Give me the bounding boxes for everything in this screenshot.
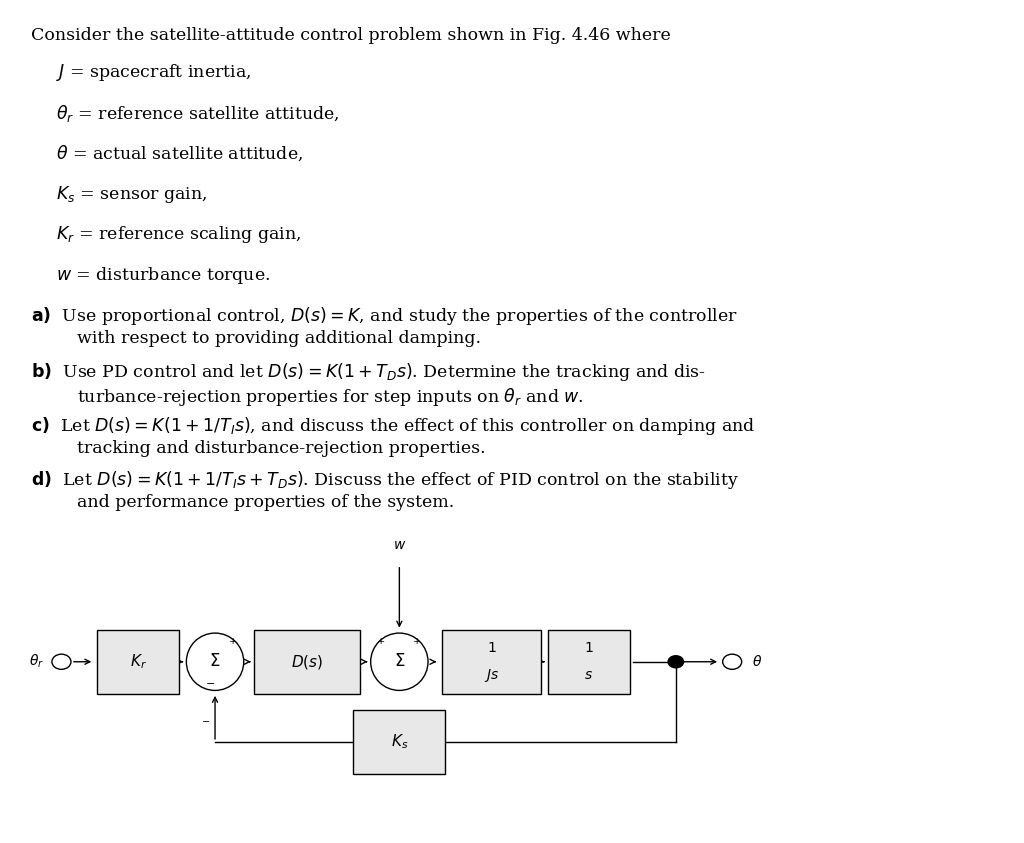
Text: $J$ = spacecraft inertia,: $J$ = spacecraft inertia,	[56, 62, 252, 83]
Bar	[353, 710, 445, 774]
Text: $\mathbf{b)}$  Use PD control and let $D(s) = K(1 + T_D s)$. Determine the track: $\mathbf{b)}$ Use PD control and let $D(…	[31, 361, 706, 383]
Ellipse shape	[668, 655, 684, 668]
Text: $K_s$ = sensor gain,: $K_s$ = sensor gain,	[56, 184, 208, 205]
Text: +: +	[377, 636, 385, 646]
Text: with respect to providing additional damping.: with respect to providing additional dam…	[77, 330, 481, 347]
Text: $D(s)$: $D(s)$	[291, 652, 324, 671]
Text: $\theta$: $\theta$	[753, 654, 763, 669]
Text: $\mathbf{c)}$  Let $D(s) = K(1 + 1/T_I s)$, and discuss the effect of this contr: $\mathbf{c)}$ Let $D(s) = K(1 + 1/T_I s)…	[31, 415, 755, 437]
Bar	[442, 630, 541, 694]
Text: −: −	[202, 717, 210, 727]
Text: $s$: $s$	[585, 668, 593, 682]
Text: +: +	[228, 636, 237, 646]
Text: $\Sigma$: $\Sigma$	[209, 653, 221, 670]
Text: $K_s$: $K_s$	[391, 733, 408, 751]
Ellipse shape	[186, 633, 244, 690]
Ellipse shape	[371, 633, 428, 690]
Ellipse shape	[723, 654, 741, 669]
Text: $w$: $w$	[392, 538, 407, 552]
Ellipse shape	[52, 654, 71, 669]
Bar	[97, 630, 179, 694]
Text: $\Sigma$: $\Sigma$	[393, 653, 406, 670]
Text: $\mathbf{d)}$  Let $D(s) = K(1 + 1/T_I s + T_D s)$. Discuss the effect of PID co: $\mathbf{d)}$ Let $D(s) = K(1 + 1/T_I s …	[31, 469, 738, 491]
Text: $\theta_r$: $\theta_r$	[29, 653, 44, 670]
Text: and performance properties of the system.: and performance properties of the system…	[77, 494, 454, 511]
Text: $\theta_r$ = reference satellite attitude,: $\theta_r$ = reference satellite attitud…	[56, 103, 340, 124]
Text: $Js$: $Js$	[484, 667, 499, 684]
Text: $K_r$: $K_r$	[130, 652, 146, 671]
Text: Consider the satellite-attitude control problem shown in Fig. 4.46 where: Consider the satellite-attitude control …	[31, 27, 671, 44]
Bar	[548, 630, 630, 694]
Text: +: +	[413, 636, 421, 646]
Text: $\theta$ = actual satellite attitude,: $\theta$ = actual satellite attitude,	[56, 143, 303, 163]
Text: −: −	[206, 679, 215, 689]
Text: $w$ = disturbance torque.: $w$ = disturbance torque.	[56, 265, 270, 286]
Text: $K_r$ = reference scaling gain,: $K_r$ = reference scaling gain,	[56, 224, 301, 245]
Text: $\mathbf{a)}$  Use proportional control, $D(s) = K$, and study the properties of: $\mathbf{a)}$ Use proportional control, …	[31, 305, 737, 327]
Text: $1$: $1$	[486, 642, 497, 655]
Bar	[254, 630, 360, 694]
Text: turbance-rejection properties for step inputs on $\theta_r$ and $w$.: turbance-rejection properties for step i…	[77, 386, 584, 408]
Text: tracking and disturbance-rejection properties.: tracking and disturbance-rejection prope…	[77, 440, 485, 457]
Text: $1$: $1$	[584, 642, 594, 655]
